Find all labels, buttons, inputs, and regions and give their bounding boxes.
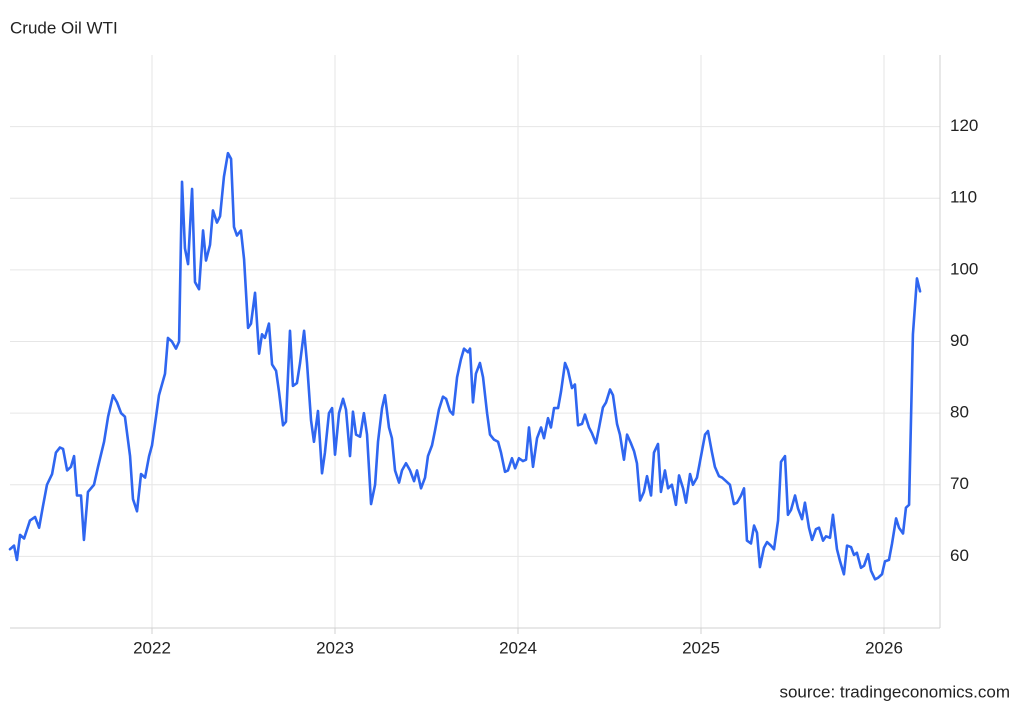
x-tick-label: 2024 [499,638,537,657]
grid: 60 70 80 90 100 110 120 2022 2023 2024 2025 2026 [10,55,978,657]
source-note: source: tradingeconomics.com [779,682,1010,701]
x-tick-label: 2022 [133,638,171,657]
x-tick-label: 2025 [682,638,720,657]
x-tick-label: 2026 [865,638,903,657]
x-tick-label: 2023 [316,638,354,657]
y-tick-label: 120 [950,116,978,135]
y-tick-label: 110 [950,188,977,207]
y-tick-label: 90 [950,331,969,350]
y-tick-label: 70 [950,474,969,493]
price-line [8,151,922,581]
y-tick-label: 100 [950,259,978,278]
y-tick-label: 60 [950,546,969,565]
y-tick-label: 80 [950,403,969,422]
chart-title: Crude Oil WTI [10,18,118,37]
plot [8,151,922,581]
